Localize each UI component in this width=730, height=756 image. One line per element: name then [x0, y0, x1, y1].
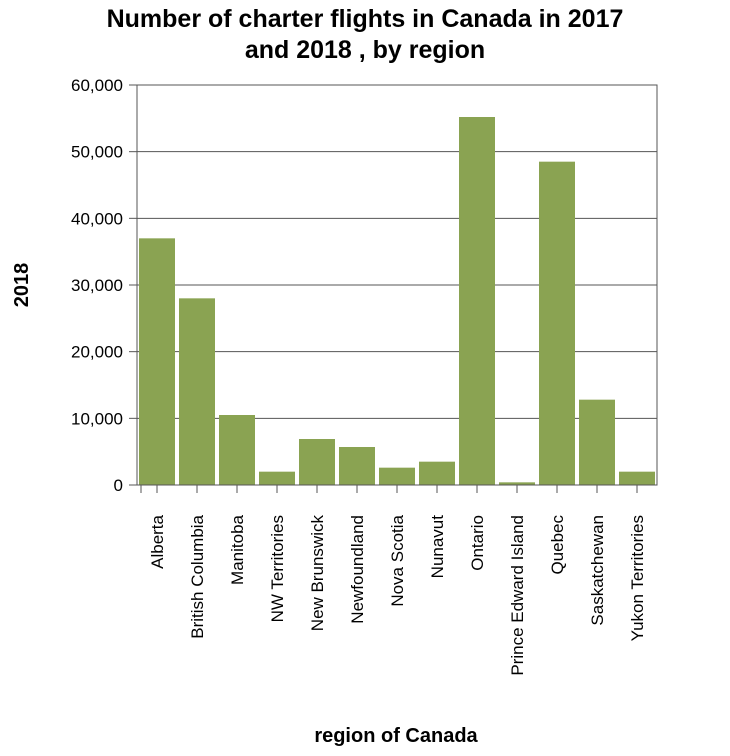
x-axis-title: region of Canada	[314, 725, 478, 747]
bar-yukon-territories	[619, 471, 655, 485]
x-tick-label: British Columbia	[188, 514, 207, 638]
x-tick-label: Yukon Territories	[628, 515, 647, 641]
bar-prince-edward-island	[499, 482, 535, 485]
chart-title-line-1: Number of charter flights in Canada in 2…	[106, 5, 624, 33]
y-axis-title: 2018	[11, 263, 33, 308]
y-tick-label: 40,000	[71, 209, 123, 228]
bar-nova-scotia	[379, 467, 415, 485]
bar-nw-territories	[259, 471, 295, 485]
x-tick-label: NW Territories	[268, 515, 287, 622]
y-tick-label: 50,000	[71, 143, 123, 162]
x-tick-label: Manitoba	[228, 514, 247, 584]
bar-ontario	[459, 117, 495, 485]
y-tick-label: 30,000	[71, 276, 123, 295]
x-tick-label: Prince Edward Island	[508, 515, 527, 676]
bar-british-columbia	[179, 298, 215, 485]
x-axis: Alberta British Columbia Manitoba NW Territ…	[140, 485, 647, 676]
chart-title-line-2: and 2018 , by region	[244, 36, 486, 64]
bar-quebec	[539, 161, 575, 485]
y-tick-label: 60,000	[71, 76, 123, 95]
bar-newfoundland	[339, 447, 375, 485]
x-tick-label: Nova Scotia	[388, 514, 407, 606]
bar-alberta	[139, 238, 175, 485]
x-tick-label: Alberta	[148, 514, 167, 568]
bar-saskatchewan	[579, 399, 615, 485]
y-axis: 0 10,000 20,000 30,000 40,000 50,000 60,000	[71, 76, 137, 495]
x-tick-label: Newfoundland	[348, 515, 367, 624]
x-tick-label: Nunavut	[428, 515, 447, 579]
bar-manitoba	[219, 415, 255, 485]
bars	[139, 117, 655, 485]
y-tick-label: 0	[114, 476, 123, 495]
x-tick-label: Quebec	[548, 515, 567, 575]
bar-new-brunswick	[299, 439, 335, 485]
y-tick-label: 10,000	[71, 409, 123, 428]
chart-title: Number of charter flights in Canada in 2…	[0, 4, 730, 66]
bar-nunavut	[419, 461, 455, 485]
x-tick-label: New Brunswick	[308, 515, 327, 632]
x-tick-label: Saskatchewan	[588, 515, 607, 626]
y-tick-label: 20,000	[71, 343, 123, 362]
x-tick-label: Ontario	[468, 515, 487, 571]
